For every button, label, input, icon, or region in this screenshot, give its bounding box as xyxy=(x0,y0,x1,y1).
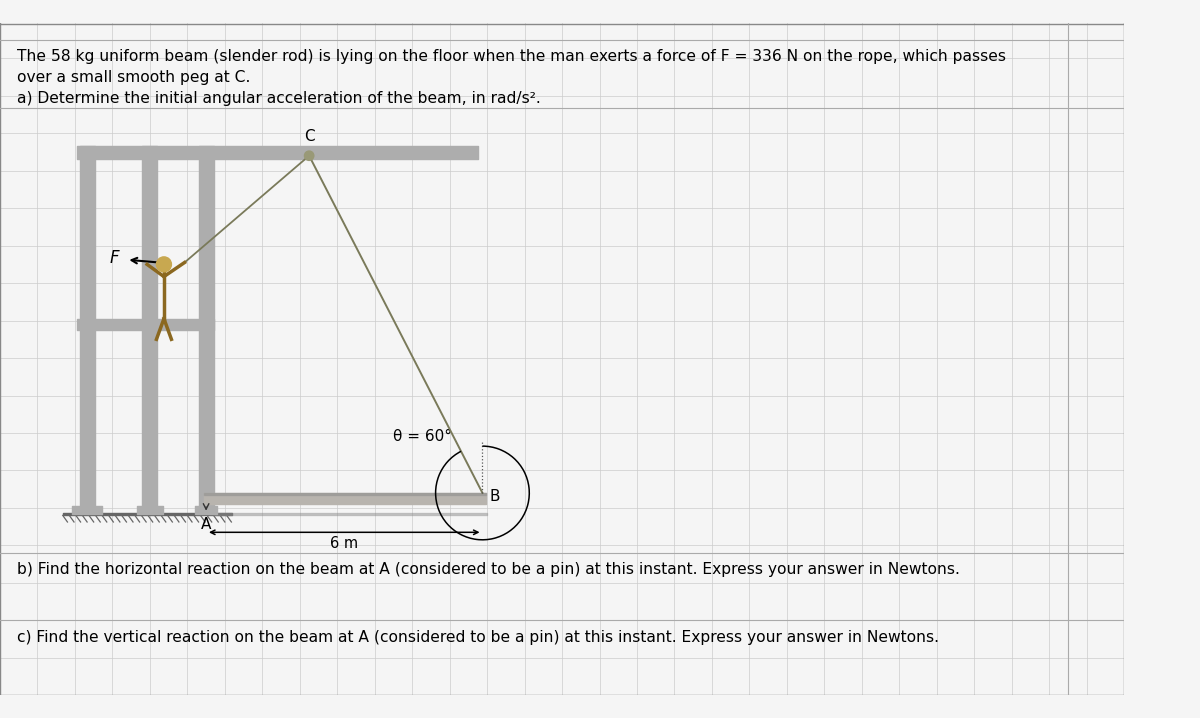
Text: The 58 kg uniform beam (slender rod) is lying on the floor when the man exerts a: The 58 kg uniform beam (slender rod) is … xyxy=(17,49,1006,64)
Text: F: F xyxy=(109,249,119,267)
Text: B: B xyxy=(490,489,500,504)
Text: C: C xyxy=(304,129,314,144)
Text: 6 m: 6 m xyxy=(330,536,359,551)
Circle shape xyxy=(156,257,172,272)
Text: a) Determine the initial angular acceleration of the beam, in rad/s².: a) Determine the initial angular acceler… xyxy=(17,91,541,106)
Text: b) Find the horizontal reaction on the beam at A (considered to be a pin) at thi: b) Find the horizontal reaction on the b… xyxy=(17,562,960,577)
Text: θ = 60°: θ = 60° xyxy=(394,429,452,444)
Text: over a small smooth peg at C.: over a small smooth peg at C. xyxy=(17,70,251,85)
Circle shape xyxy=(305,151,314,160)
Text: A: A xyxy=(200,517,211,532)
Text: c) Find the vertical reaction on the beam at A (considered to be a pin) at this : c) Find the vertical reaction on the bea… xyxy=(17,630,938,645)
